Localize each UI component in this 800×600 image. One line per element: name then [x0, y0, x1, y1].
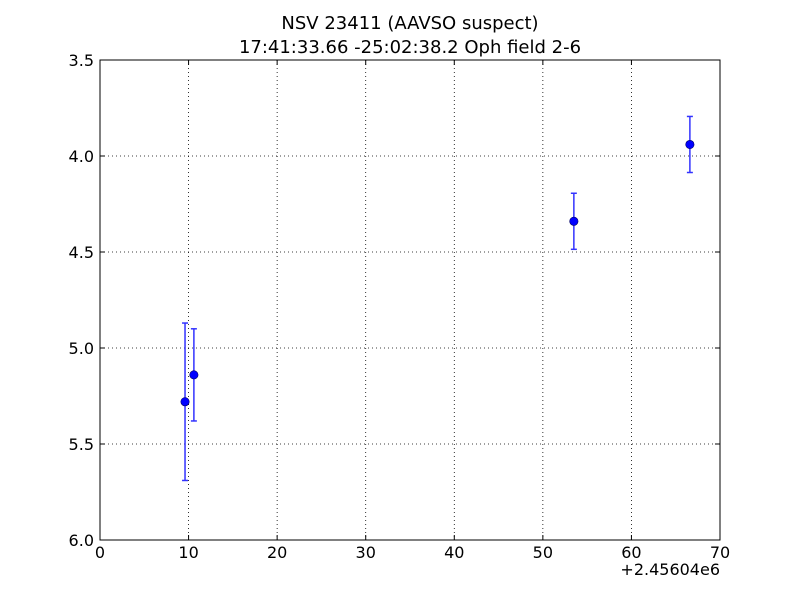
- y-tick-label: 4.5: [69, 243, 94, 262]
- plot-area-frame: [99, 59, 721, 541]
- data-point: [569, 216, 579, 226]
- x-tick-label: 70: [710, 543, 730, 562]
- data-points: [180, 115, 695, 482]
- data-point: [180, 397, 190, 407]
- data-point: [685, 139, 695, 149]
- chart-title: NSV 23411 (AAVSO suspect): [281, 13, 538, 34]
- y-tick-label: 3.5: [69, 51, 94, 70]
- x-tick-label: 60: [621, 543, 641, 562]
- chart-subtitle: 17:41:33.66 -25:02:38.2 Oph field 2-6: [239, 37, 581, 58]
- x-tick-label: 10: [178, 543, 198, 562]
- x-axis-offset-label: +2.45604e6: [620, 560, 720, 579]
- y-tick-label: 5.5: [69, 435, 94, 454]
- x-tick-label: 0: [95, 543, 105, 562]
- y-axis-ticks: 3.5 4.0 4.5 5.0 5.5 6.0: [69, 51, 720, 550]
- data-point: [189, 370, 199, 380]
- x-tick-label: 20: [267, 543, 287, 562]
- x-axis-ticks: 0 10 20 30 40 50 60 70: [95, 60, 730, 562]
- y-tick-label: 5.0: [69, 339, 94, 358]
- x-tick-label: 40: [444, 543, 464, 562]
- x-tick-label: 50: [533, 543, 553, 562]
- y-tick-label: 6.0: [69, 531, 94, 550]
- grid-lines: [100, 60, 720, 540]
- y-tick-label: 4.0: [69, 147, 94, 166]
- x-tick-label: 30: [356, 543, 376, 562]
